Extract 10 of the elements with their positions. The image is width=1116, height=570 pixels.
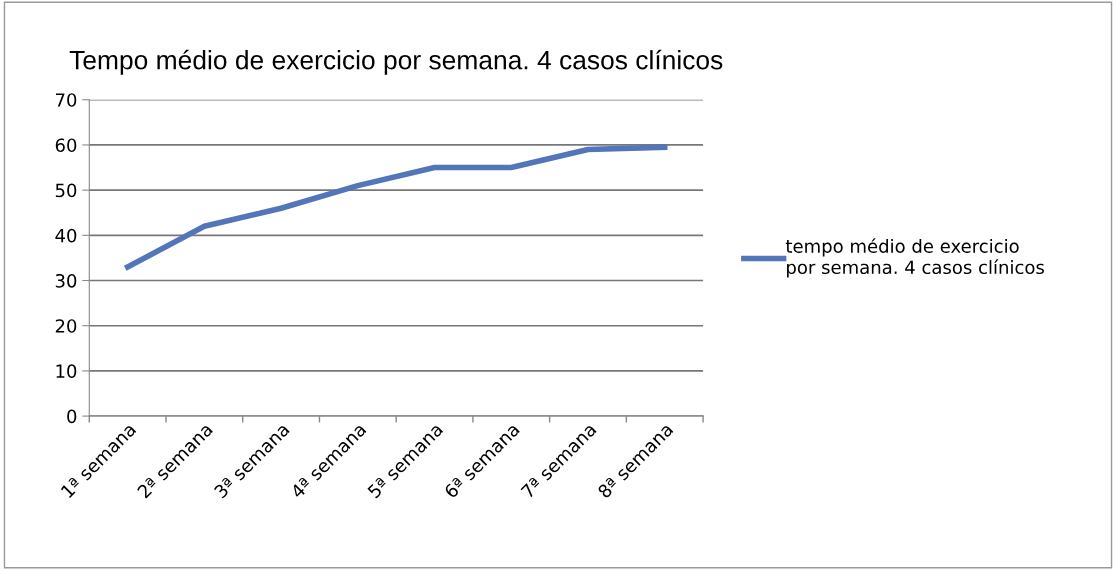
chart-title: Tempo médio de exercicio por semana. 4 casos clínicos bbox=[69, 49, 723, 75]
y-tick-label: 40 bbox=[55, 228, 77, 243]
legend-label: tempo médio de exercicio por semana. 4 casos clínicos bbox=[785, 238, 1044, 278]
y-tick-label: 10 bbox=[56, 364, 77, 379]
y-tick-label: 0 bbox=[67, 409, 77, 424]
y-tick-label: 30 bbox=[55, 273, 77, 288]
y-tick-label: 50 bbox=[55, 183, 77, 198]
y-tick-label: 60 bbox=[55, 138, 77, 153]
y-tick-label: 20 bbox=[55, 319, 77, 333]
y-tick-label: 70 bbox=[55, 93, 77, 107]
